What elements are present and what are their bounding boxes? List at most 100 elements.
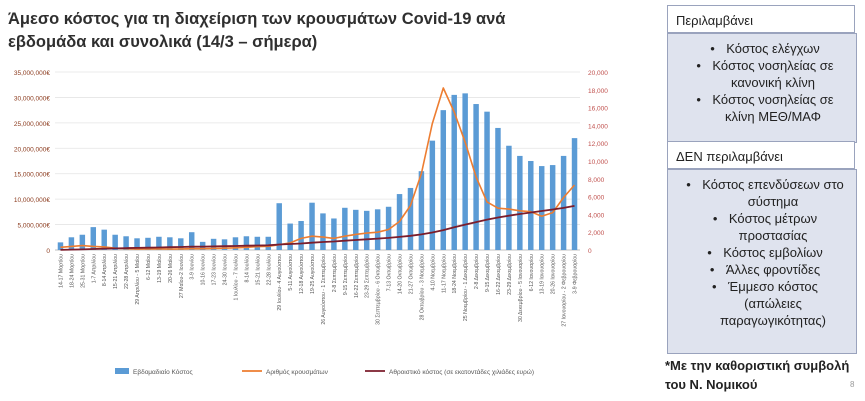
y-right-tick-label: 16,000: [588, 106, 608, 113]
x-tick-label: 14-17 Μαρτίου: [58, 254, 64, 288]
bar: [418, 171, 425, 250]
x-tick-label: 9-15 Σεπτεμβρίου: [343, 254, 349, 295]
y-left-tick-label: 20,000,000€: [14, 146, 51, 153]
bar: [517, 155, 523, 250]
bar: [407, 187, 414, 250]
excluded-heading: ΔΕΝ περιλαμβάνει: [667, 141, 855, 169]
y-right-tick-label: 8,000: [588, 177, 605, 184]
included-item: Κόστος νοσηλείας σε κανονική κλίνη: [678, 57, 848, 91]
x-tick-label: 3-9 Ιουνίου: [190, 254, 196, 280]
bar: [178, 238, 184, 250]
x-tick-label: 11-17 Νοεμβρίου: [441, 254, 447, 293]
bar: [385, 206, 392, 250]
cases-line: [60, 87, 576, 250]
x-tick-label: 20-26 Ιανουαρίου: [551, 254, 557, 294]
bar: [353, 209, 359, 250]
x-tick-label: 26 Αυγούστου - 1 Σεπτεμβρίου: [321, 254, 327, 325]
bar: [429, 140, 436, 250]
chart-title: Άμεσο κόστος για τη διαχείριση των κρουσ…: [8, 8, 608, 54]
bar: [276, 203, 282, 250]
y-right-tick-label: 2,000: [588, 230, 605, 237]
x-tick-label: 24-30 Ιουνίου: [223, 254, 229, 286]
bar: [298, 221, 304, 250]
y-left-tick-label: 30,000,000€: [14, 95, 51, 102]
x-tick-label: 29 Ιουλίου- 4 Αυγούστου: [277, 254, 283, 311]
x-tick-label: 16-22 Δεκεμβρίου: [496, 254, 502, 295]
included-list-panel: Κόστος ελέγχωνΚόστος νοσηλείας σε κανονι…: [667, 33, 857, 143]
bar: [462, 93, 468, 250]
y-right-tick-label: 6,000: [588, 195, 605, 202]
legend-label-cases: Αριθμός κρουσμάτων: [266, 368, 328, 376]
x-tick-label: 5-11 Αυγούστου: [288, 254, 294, 291]
x-tick-label: 8-14 Ιουλίου: [244, 254, 250, 283]
cumulative-cost-line: [60, 205, 575, 251]
y-left-tick-label: 25,000,000€: [14, 121, 51, 128]
x-tick-label: 25 Νοεμβρίου - 1 Δεκεμβρίου: [463, 254, 469, 321]
x-tick-label: 12-18 Αυγούστου: [299, 254, 305, 294]
y-right-tick-label: 14,000: [588, 123, 608, 130]
x-tick-label: 21-27 Οκτωβρίου: [408, 254, 414, 294]
bar: [101, 229, 107, 250]
bar: [254, 236, 261, 250]
bar: [156, 236, 162, 250]
bar: [374, 209, 381, 250]
bar: [210, 238, 217, 250]
x-tick-label: 28 Οκτωβρίου - 3 Νοεμβρίου: [419, 254, 425, 321]
y-left-tick-label: 15,000,000€: [14, 172, 51, 179]
x-tick-label: 27 Ιανουαρίου - 2 Φεβρουαρίου: [562, 254, 568, 327]
included-heading-text: Περιλαμβάνει: [676, 13, 753, 28]
bar: [495, 127, 501, 250]
combo-chart: 0 5,000,000€ 10,000,000€ 15,000,000€ 20,000,…: [14, 70, 608, 376]
x-tick-label: 19-25 Αυγούστου: [310, 254, 316, 294]
x-tick-label: 30 Σεπτεμβρίου - 6 Οκτωβρίου: [376, 254, 382, 325]
x-tick-label: 15-21 Ιουλίου: [255, 254, 261, 286]
x-tick-label: 6-12 Μαΐου: [145, 254, 152, 280]
x-tick-label: 22-28 Ιουλίου: [266, 254, 272, 286]
bar: [451, 94, 457, 250]
bar: [549, 165, 556, 250]
bar: [79, 234, 86, 250]
bar: [68, 237, 75, 250]
y-right-tick-label: 0: [588, 248, 592, 255]
chart-title-line-2: εβδομάδα και συνολικά (14/3 – σήμερα): [8, 33, 318, 51]
bar: [134, 238, 140, 250]
bar: [287, 223, 293, 250]
bar: [528, 161, 534, 250]
excluded-heading-text: ΔΕΝ περιλαμβάνει: [676, 149, 783, 164]
bar: [112, 234, 118, 250]
bar: [188, 232, 195, 250]
bar: [57, 242, 64, 250]
excluded-list: Κόστος επενδύσεων στο σύστημαΚόστος μέτρ…: [668, 170, 856, 335]
bar: [265, 236, 272, 250]
bar: [320, 213, 326, 250]
bar: [221, 239, 228, 250]
y-right-tick-label: 18,000: [588, 88, 608, 95]
bar: [232, 237, 239, 250]
legend-label-cumulative: Αθροιστικό κόστος (σε εκατοντάδες χιλιάδ…: [389, 368, 534, 376]
bar: [90, 227, 97, 250]
bar: [145, 237, 151, 250]
bar: [538, 166, 545, 250]
y-right-tick-label: 4,000: [588, 212, 605, 219]
x-tick-label: 13-19 Μαΐου: [156, 254, 163, 283]
excluded-item: Κόστος εμβολίων: [678, 244, 848, 261]
included-item: Κόστος ελέγχων: [678, 40, 848, 57]
x-tick-label: 18-24 Νοεμβρίου: [452, 254, 458, 294]
x-tick-label: 20-26 Μαΐου: [167, 254, 174, 283]
x-tick-label: 23-29 Δεκεμβρίου: [507, 254, 513, 295]
x-tick-label: 7-13 Οκτωβρίου: [387, 254, 393, 291]
bar: [506, 145, 512, 250]
excluded-item: Κόστος επενδύσεων στο σύστημα: [678, 176, 848, 210]
legend-swatch-weekly-cost: [115, 368, 129, 374]
bar: [440, 110, 447, 250]
y-left-tick-label: 35,000,000€: [14, 70, 51, 77]
x-tick-label: 27 Μαΐου-2 Ιουνίου: [178, 254, 185, 298]
x-tick-label: 1-7 Απριλίου: [91, 254, 97, 283]
included-list: Κόστος ελέγχωνΚόστος νοσηλείας σε κανονι…: [668, 34, 856, 131]
legend-label-weekly-cost: Εβδομαδιαίο Κόστος: [133, 368, 193, 376]
x-tick-label: 2-8 Σεπτεμβρίου: [332, 254, 338, 292]
x-tick-label: 10-16 Ιουνίου: [201, 254, 207, 286]
bar: [560, 155, 567, 250]
x-tick-label: 2-8 Δεκεμβρίου: [474, 254, 480, 289]
bar: [167, 237, 173, 250]
